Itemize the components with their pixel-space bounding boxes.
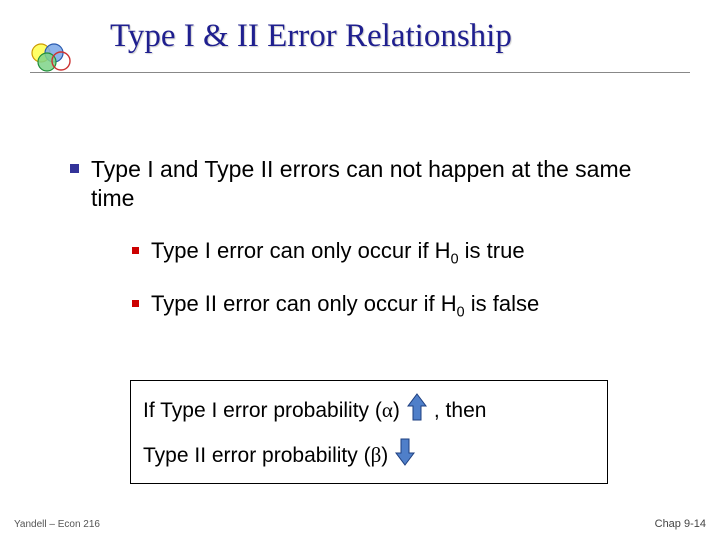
square-bullet-icon [132, 247, 139, 254]
beta-symbol: β [371, 442, 382, 469]
box-line-1: If Type I error probability ( α ) , then [143, 392, 595, 429]
title-underline [30, 72, 690, 73]
square-bullet-icon [70, 164, 79, 173]
bullet-level1: Type I and Type II errors can not happen… [70, 155, 670, 213]
footer-left: Yandell – Econ 216 [14, 519, 100, 530]
square-bullet-icon [132, 300, 139, 307]
arrow-up-icon [406, 392, 428, 429]
bullet-level2: Type II error can only occur if H0 is fa… [132, 290, 670, 322]
bullet-level2: Type I error can only occur if H0 is tru… [132, 237, 670, 269]
content-area: Type I and Type II errors can not happen… [70, 155, 670, 344]
arrow-down-icon [394, 437, 416, 474]
box-line-2: Type II error probability ( β ) [143, 437, 595, 474]
footer-right: Chap 9-14 [655, 518, 706, 530]
alpha-symbol: α [382, 397, 393, 424]
sub-point-1: Type I error can only occur if H0 is tru… [151, 237, 525, 269]
sub-point-2: Type II error can only occur if H0 is fa… [151, 290, 539, 322]
relationship-box: If Type I error probability ( α ) , then… [130, 380, 608, 484]
slide-title: Type I & II Error Relationship [110, 18, 720, 55]
main-point-text: Type I and Type II errors can not happen… [91, 155, 670, 213]
